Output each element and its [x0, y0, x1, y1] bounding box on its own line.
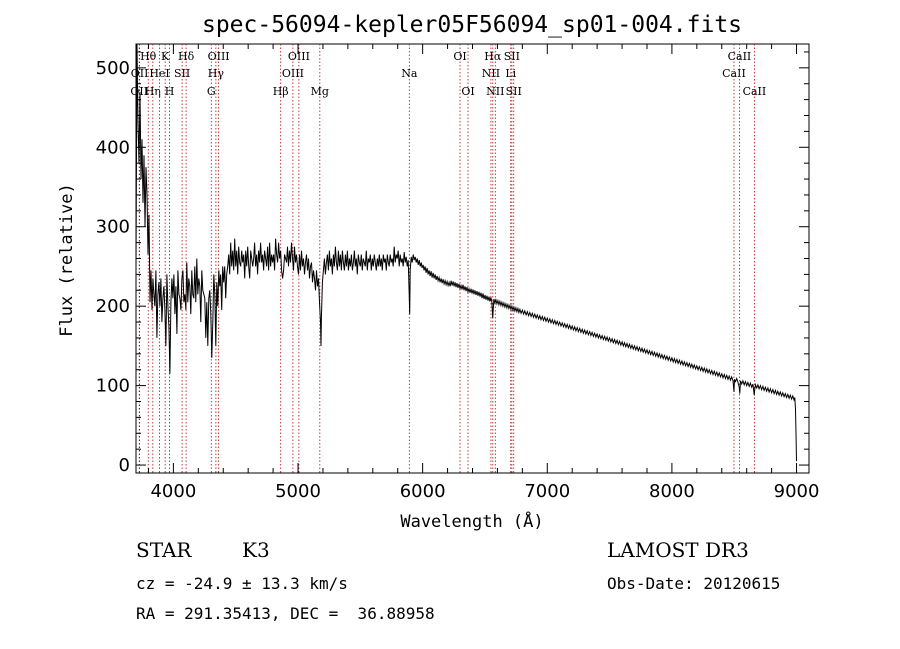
marker-label-sii: SII	[174, 67, 190, 80]
marker-label-oii: OII	[131, 67, 149, 80]
marker-label-oii: OII	[130, 85, 148, 98]
object-subclass: K3	[242, 538, 270, 562]
x-tick-label: 5000	[275, 481, 321, 502]
series-flux	[135, 43, 797, 462]
coordinates: RA = 291.35413, DEC = 36.88958	[136, 604, 435, 623]
x-tick-label: 6000	[400, 481, 446, 502]
y-tick-label: 500	[96, 58, 130, 79]
marker-label-nii: NII	[482, 67, 500, 80]
marker-label-caii: CaII	[743, 85, 767, 98]
y-tick-label: 200	[96, 296, 130, 317]
x-tick-label: 9000	[774, 481, 820, 502]
marker-label-oiii: OIII	[288, 50, 310, 63]
marker-label-sii: SII	[506, 85, 522, 98]
y-tick-label: 300	[96, 217, 130, 238]
line-markers: OII OII Hθ Hη HeI K H SII Hδ G Hγ OIII Hβ OIII OIII Mg N…	[130, 44, 766, 473]
chart-title: spec-56094-kepler05F56094_sp01-004.fits	[202, 12, 742, 38]
marker-label-mg: Mg	[311, 85, 329, 98]
marker-label-oiii: OIII	[208, 50, 230, 63]
obs-date: Obs-Date: 20120615	[607, 574, 781, 593]
series-layer	[135, 43, 797, 462]
marker-label-hβ: Hβ	[273, 85, 289, 98]
marker-label-na: Na	[401, 67, 418, 80]
marker-label-oiii: OIII	[282, 67, 304, 80]
object-class: STAR	[136, 538, 192, 562]
marker-label-oi: OI	[461, 85, 474, 98]
survey-name: LAMOST DR3	[607, 538, 749, 562]
marker-label-hα: Hα	[484, 50, 502, 63]
x-axis-label: Wavelength (Å)	[400, 510, 543, 532]
y-tick-label: 0	[119, 455, 130, 476]
marker-label-hγ: Hγ	[208, 67, 225, 80]
marker-label-g: G	[207, 85, 216, 98]
marker-label-hei: HeI	[149, 67, 169, 80]
marker-label-li: Li	[505, 67, 516, 80]
marker-label-sii: SII	[504, 50, 520, 63]
x-tick-label: 8000	[649, 481, 695, 502]
x-tick-label: 4000	[150, 481, 196, 502]
axis-ticks: 4000 5000 6000 7000 8000 9000 0 100 200 300 400 500	[96, 44, 820, 502]
marker-label-h: H	[165, 85, 175, 98]
redshift-cz: cz = -24.9 ± 13.3 km/s	[136, 574, 348, 593]
marker-label-caii: CaII	[722, 67, 746, 80]
marker-label-nii: NII	[486, 85, 504, 98]
marker-label-oi: OI	[453, 50, 466, 63]
marker-label-k: K	[161, 50, 170, 63]
marker-label-hδ: Hδ	[178, 50, 195, 63]
marker-label-caii: CaII	[728, 50, 752, 63]
y-tick-label: 100	[96, 376, 130, 397]
y-tick-label: 400	[96, 137, 130, 158]
marker-label-hθ: Hθ	[140, 50, 157, 63]
x-tick-label: 7000	[524, 481, 570, 502]
marker-label-hη: Hη	[145, 85, 161, 98]
y-axis-label: Flux (relative)	[57, 183, 77, 337]
